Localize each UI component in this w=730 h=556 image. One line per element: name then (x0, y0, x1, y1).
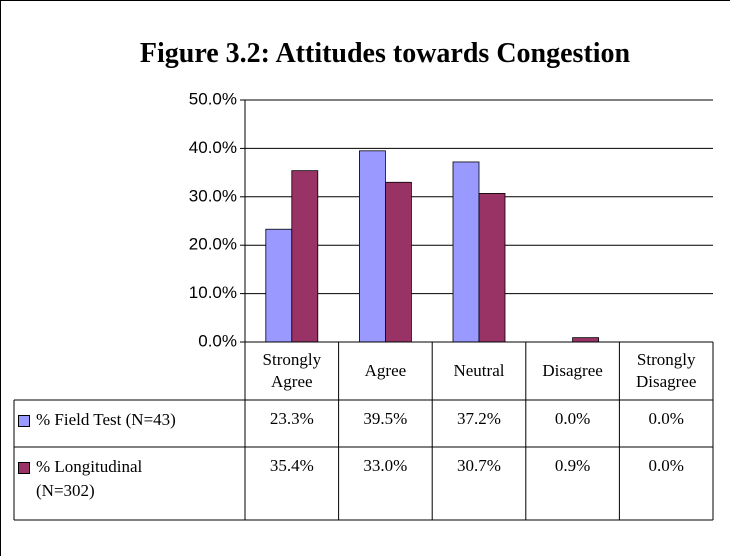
bar (478, 193, 506, 343)
bar (358, 150, 386, 343)
legend-label: % Longitudinal (N=302) (36, 457, 143, 500)
y-tick-label: 40.0% (189, 138, 237, 157)
y-tick-label: 20.0% (189, 235, 237, 254)
y-tick-label: 0.0% (198, 331, 237, 350)
legend-swatch (18, 462, 30, 474)
bar (384, 181, 412, 343)
data-label: 0.9% (554, 456, 591, 475)
y-tick-label: 30.0% (189, 186, 237, 205)
y-tick-label: 50.0% (189, 89, 237, 108)
data-label: 30.7% (457, 456, 501, 475)
data-label: 0.0% (648, 409, 684, 428)
x-tick-label: Neutral (453, 361, 505, 380)
x-tick-label: Agree (364, 361, 407, 380)
x-tick-label: Disagree (542, 361, 603, 380)
y-tick-label: 10.0% (189, 283, 237, 302)
data-label: 23.3% (269, 409, 314, 428)
data-label: 37.2% (457, 409, 501, 428)
data-label: 35.4% (269, 456, 314, 475)
legend-label: % Field Test (N=43) (36, 410, 176, 429)
bar (291, 170, 319, 343)
legend-entry: % Field Test (N=43) (18, 408, 183, 432)
legend-entry: % Longitudinal (N=302) (18, 455, 183, 503)
data-label: 33.0% (363, 456, 408, 475)
data-label: 0.0% (648, 456, 684, 475)
bar (265, 228, 293, 343)
data-label: 0.0% (554, 409, 591, 428)
data-label: 39.5% (363, 409, 408, 428)
x-tick-label: Strongly Disagree (635, 350, 697, 391)
x-tick-label: Strongly Agree (262, 350, 322, 391)
legend-swatch (18, 415, 30, 427)
bar (452, 161, 480, 343)
chart-title: Figure 3.2: Attitudes towards Congestion (140, 38, 631, 69)
